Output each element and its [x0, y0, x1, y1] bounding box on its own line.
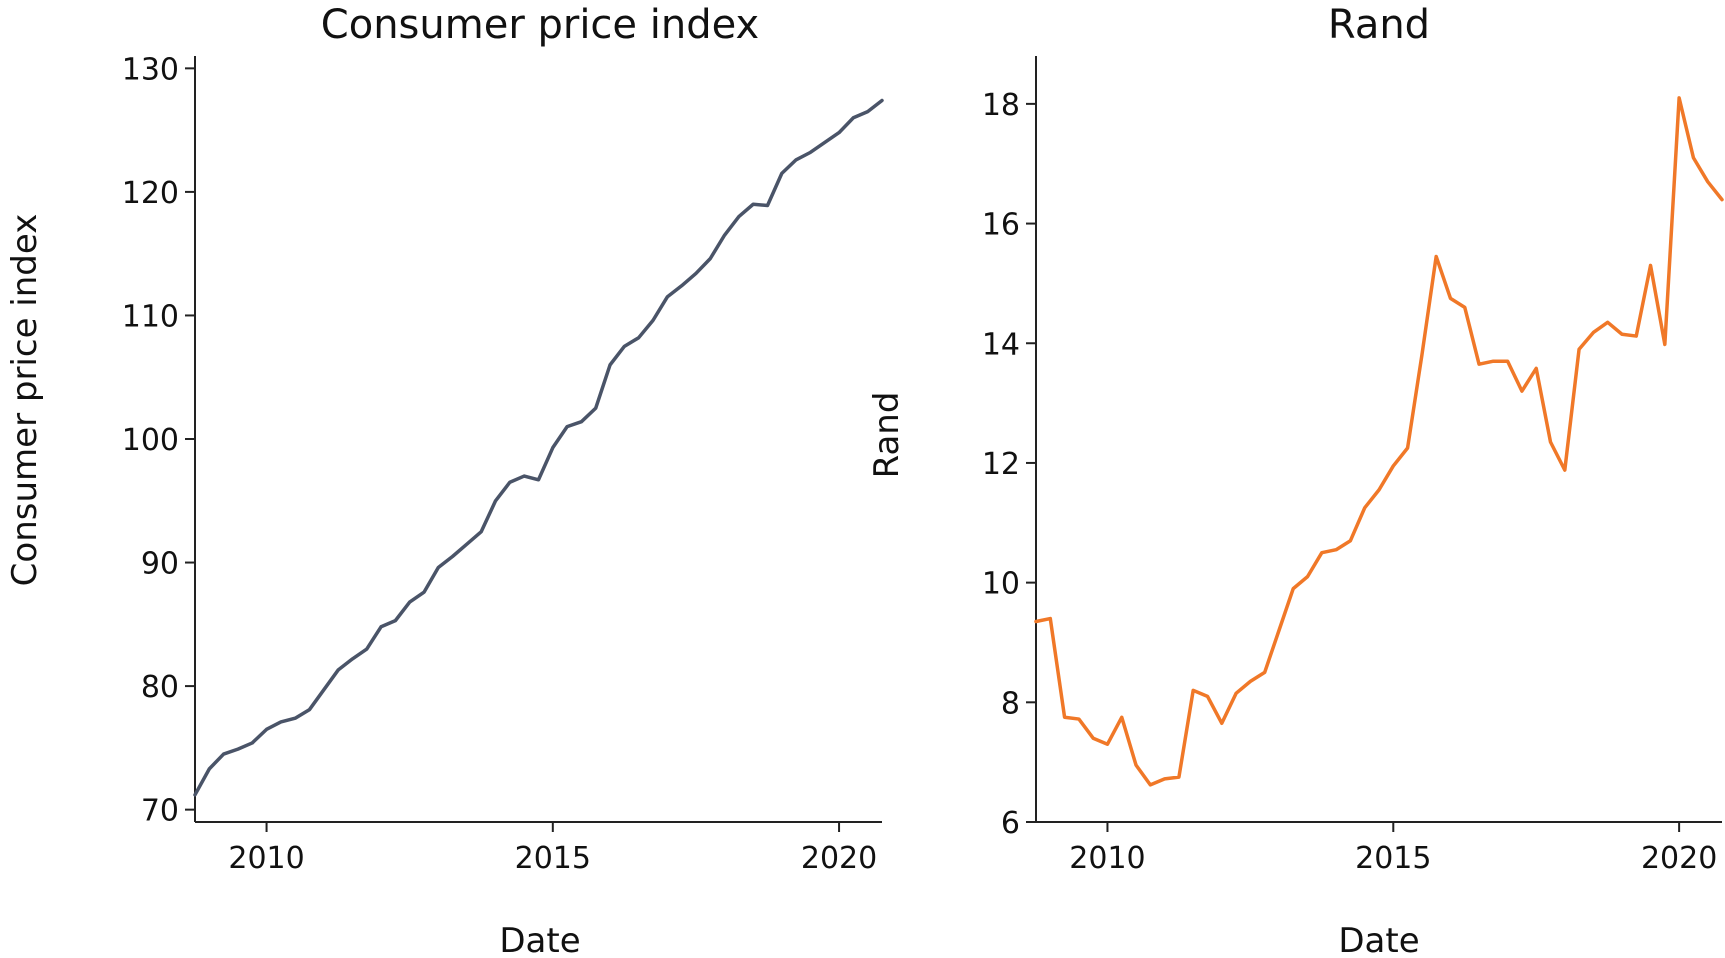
cpi-y-tick-label: 80: [141, 670, 179, 705]
cpi-series-line: [193, 98, 884, 797]
cpi-x-tick-label: 2020: [801, 841, 877, 876]
rand-y-tick-label: 18: [982, 88, 1020, 123]
cpi-y-tick-label: 120: [122, 176, 179, 211]
rand-y-tick-label: 8: [1001, 686, 1020, 721]
cpi-x-tick-label: 2015: [515, 841, 591, 876]
cpi-x-axis-label: Date: [499, 921, 580, 958]
rand-x-tick-label: 2020: [1641, 841, 1717, 876]
rand-y-tick-label: 6: [1001, 806, 1020, 841]
rand-ticks: 6 8 10 12 14 16 18 2010 2015 2020: [982, 88, 1717, 876]
rand-y-tick-label: 12: [982, 447, 1020, 482]
cpi-y-tick-label: 90: [141, 547, 179, 582]
cpi-chart: Consumer price index Consumer price inde…: [5, 2, 884, 958]
cpi-y-tick-label: 110: [122, 299, 179, 334]
rand-series-line: [1034, 96, 1724, 787]
rand-x-tick-label: 2015: [1355, 841, 1431, 876]
rand-x-axis-label: Date: [1338, 921, 1419, 958]
cpi-y-tick-label: 70: [141, 794, 179, 829]
rand-y-axis-label: Rand: [867, 392, 907, 479]
cpi-y-tick-label: 100: [122, 423, 179, 458]
rand-x-tick-label: 2010: [1069, 841, 1145, 876]
rand-chart: Rand Rand Date 6 8 10 12 14 16 18 2010 2015 2020: [867, 2, 1724, 958]
rand-y-tick-label: 10: [982, 567, 1020, 602]
cpi-y-tick-label: 130: [122, 52, 179, 87]
rand-y-tick-label: 16: [982, 208, 1020, 243]
rand-chart-title: Rand: [1328, 2, 1430, 48]
cpi-chart-title: Consumer price index: [321, 2, 759, 48]
cpi-x-tick-label: 2010: [228, 841, 304, 876]
cpi-y-axis-label: Consumer price index: [5, 214, 45, 587]
cpi-ticks: 70 80 90 100 110 120 130 2010 2015 2020: [122, 52, 878, 876]
rand-y-tick-label: 14: [982, 327, 1020, 362]
